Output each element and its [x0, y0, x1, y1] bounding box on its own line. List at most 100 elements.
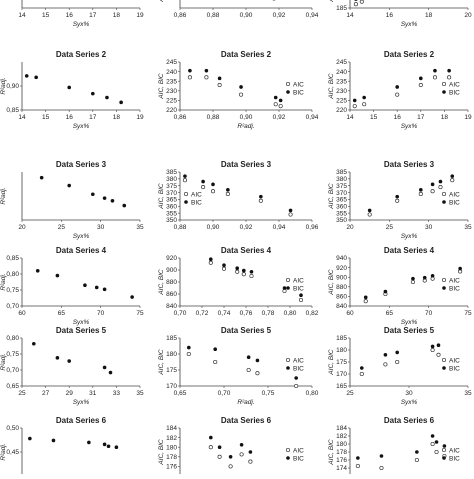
- y-tick-label: 0,80: [6, 271, 19, 278]
- bic-point: [431, 345, 435, 349]
- chart-title: Data Series 4: [56, 246, 107, 255]
- data-point: [103, 196, 107, 200]
- x-tick-label: 0,90: [240, 114, 253, 121]
- x-axis-label: Syx%: [73, 21, 90, 28]
- x-tick-label: 15: [370, 114, 378, 121]
- x-tick-label: 17: [417, 114, 425, 121]
- legend-marker-bic: [442, 456, 446, 460]
- bic-point: [205, 69, 209, 73]
- data-point: [103, 443, 107, 447]
- y-tick-label: 185: [336, 335, 347, 342]
- x-tick-label: 16: [394, 114, 402, 121]
- y-tick-label: 175: [336, 359, 347, 366]
- x-tick-label: 30: [405, 390, 413, 397]
- bic-point: [209, 436, 213, 440]
- y-tick-label: 175: [166, 367, 177, 374]
- bic-point: [431, 274, 435, 278]
- x-tick-label: 0,90: [207, 224, 220, 231]
- y-axis-label: AIC, BIC: [158, 183, 165, 210]
- legend-marker-aic: [442, 278, 445, 281]
- y-tick-label: 240: [166, 69, 177, 76]
- data-point: [25, 74, 29, 78]
- x-tick-label: 15: [42, 12, 50, 19]
- bic-point: [419, 188, 423, 192]
- data-point: [52, 439, 56, 443]
- legend-label: BIC: [293, 455, 304, 462]
- y-tick-label: 365: [166, 197, 177, 204]
- x-tick-label: 16: [66, 114, 74, 121]
- y-tick-label: 182: [166, 435, 177, 442]
- chart-title: Data Series 5: [56, 326, 107, 335]
- aic-point: [431, 442, 434, 445]
- y-tick-label: 184: [336, 425, 347, 432]
- y-tick-label: 182: [336, 433, 347, 440]
- aic-point: [396, 93, 399, 96]
- x-tick-label: 0,86: [174, 12, 187, 19]
- data-point: [87, 441, 91, 445]
- chart-title: Data Series 2: [56, 50, 107, 59]
- bic-point: [411, 277, 415, 281]
- x-tick-label: 17: [89, 114, 97, 121]
- aic-point: [211, 190, 214, 193]
- bic-point: [240, 443, 244, 447]
- aic-point: [451, 179, 454, 182]
- bic-point: [435, 440, 439, 444]
- x-tick-label: 0,88: [174, 224, 187, 231]
- x-axis-label: Syx%: [401, 399, 418, 406]
- aic-point: [411, 280, 414, 283]
- data-point: [40, 176, 44, 180]
- y-tick-label: 0,75: [6, 351, 19, 358]
- aic-point: [419, 192, 422, 195]
- bic-point: [356, 456, 360, 460]
- legend-marker-aic: [184, 192, 187, 195]
- bic-point: [443, 444, 447, 448]
- bic-point: [218, 77, 222, 81]
- bic-point: [250, 270, 254, 274]
- x-tick-label: 0,92: [273, 114, 286, 121]
- data-point: [34, 76, 38, 80]
- aic-point: [218, 455, 221, 458]
- y-tick-label: 900: [166, 267, 177, 274]
- x-tick-label: 25: [18, 390, 26, 397]
- bic-point: [235, 266, 239, 270]
- x-axis-label: Syx%: [401, 21, 418, 28]
- legend-marker-bic: [286, 286, 290, 290]
- y-tick-label: 385: [336, 169, 347, 176]
- aic-point: [201, 185, 204, 188]
- x-tick-label: 65: [58, 310, 66, 317]
- x-tick-label: 35: [464, 390, 472, 397]
- x-tick-label: 25: [58, 224, 66, 231]
- x-tick-label: 60: [18, 310, 26, 317]
- legend-label: AIC: [449, 81, 460, 88]
- y-tick-label: 185: [336, 5, 347, 12]
- x-tick-label: 19: [136, 114, 144, 121]
- aic-point: [240, 453, 243, 456]
- x-tick-label: 20: [18, 224, 26, 231]
- y-tick-label: 230: [336, 88, 347, 95]
- aic-point: [433, 76, 436, 79]
- aic-point: [431, 190, 434, 193]
- data-point: [122, 204, 126, 208]
- x-tick-label: 20: [346, 224, 354, 231]
- x-tick-label: 75: [136, 310, 144, 317]
- y-tick-label: 176: [166, 464, 177, 471]
- x-tick-label: 0,78: [262, 310, 275, 317]
- bic-point: [450, 174, 454, 178]
- y-tick-label: 920: [166, 255, 177, 262]
- x-tick-label: 0,80: [284, 310, 297, 317]
- legend-marker-bic: [286, 456, 290, 460]
- y-tick-label: 0,85: [6, 107, 19, 114]
- legend-label: AIC: [293, 447, 304, 454]
- y-tick-label: 235: [166, 78, 177, 85]
- y-tick-label: 940: [336, 255, 347, 262]
- aic-point: [447, 76, 450, 79]
- legend-label: BIC: [449, 365, 460, 372]
- x-tick-label: 33: [113, 390, 121, 397]
- bic-point: [187, 346, 191, 350]
- legend-label: BIC: [449, 455, 460, 462]
- bic-point: [395, 195, 399, 199]
